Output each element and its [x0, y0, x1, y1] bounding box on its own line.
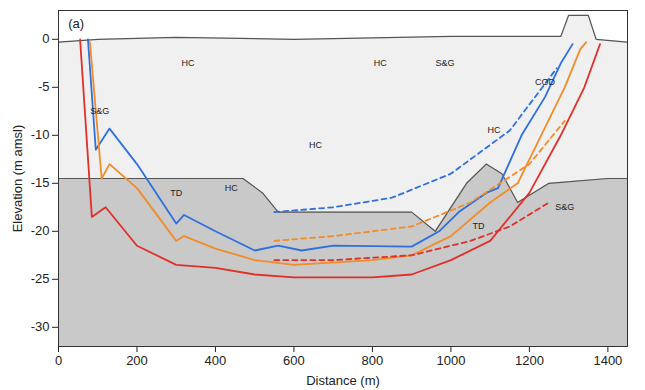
svg-text:HC: HC — [374, 58, 387, 68]
svg-text:TD: TD — [472, 221, 484, 231]
svg-text:0: 0 — [42, 31, 49, 46]
svg-text:-30: -30 — [31, 319, 50, 334]
svg-text:TD: TD — [170, 188, 182, 198]
svg-text:-20: -20 — [31, 223, 50, 238]
svg-text:0: 0 — [55, 353, 62, 368]
svg-text:HC: HC — [225, 183, 238, 193]
svg-text:1200: 1200 — [515, 353, 544, 368]
svg-text:800: 800 — [362, 353, 384, 368]
svg-text:400: 400 — [205, 353, 227, 368]
svg-text:HC: HC — [488, 125, 501, 135]
svg-text:-15: -15 — [31, 175, 50, 190]
svg-text:(a): (a) — [68, 16, 84, 31]
svg-text:COD: COD — [535, 77, 556, 87]
svg-text:S&G: S&G — [90, 106, 109, 116]
svg-text:HC: HC — [309, 140, 322, 150]
svg-text:200: 200 — [126, 353, 148, 368]
svg-text:1000: 1000 — [436, 353, 465, 368]
svg-text:600: 600 — [283, 353, 305, 368]
svg-text:-5: -5 — [38, 79, 50, 94]
svg-text:-25: -25 — [31, 271, 50, 286]
svg-text:S&G: S&G — [555, 202, 574, 212]
svg-text:-10: -10 — [31, 127, 50, 142]
svg-text:1400: 1400 — [593, 353, 622, 368]
svg-text:S&G: S&G — [436, 58, 455, 68]
svg-text:HC: HC — [181, 58, 194, 68]
svg-text:Elevation (m amsl): Elevation (m amsl) — [10, 125, 25, 233]
svg-text:Distance (m): Distance (m) — [306, 373, 380, 388]
